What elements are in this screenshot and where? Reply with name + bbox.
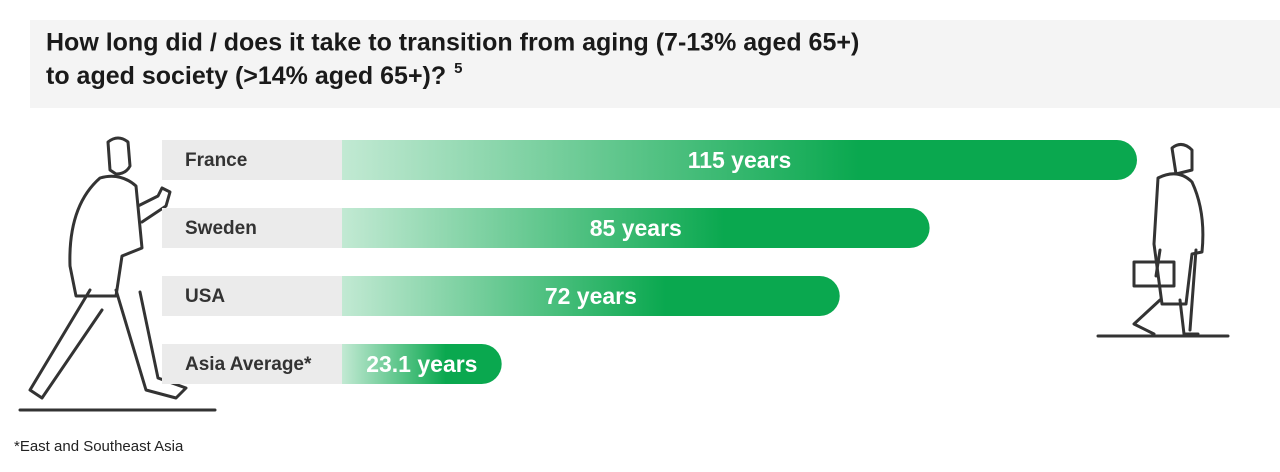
category-label: Sweden	[185, 218, 257, 239]
bar	[342, 344, 502, 384]
walking-figure	[18, 136, 217, 412]
value-label: 23.1 years	[366, 351, 477, 377]
label-background	[162, 208, 342, 248]
value-label: 72 years	[545, 283, 637, 309]
label-background	[162, 344, 342, 384]
title-background	[30, 20, 1280, 108]
bar	[342, 208, 930, 248]
label-background	[162, 140, 342, 180]
chart-title-line: to aged society (>14% aged 65+)? 5	[46, 60, 463, 90]
bar	[342, 276, 840, 316]
category-label: Asia Average*	[185, 354, 312, 375]
elderly-figure	[1096, 143, 1230, 338]
title-note: 5	[454, 60, 462, 77]
category-label: USA	[185, 286, 225, 307]
chart-title: How long did / does it take to transitio…	[46, 29, 859, 57]
footnote: *East and Southeast Asia	[14, 438, 184, 455]
title-line2: to aged society (>14% aged 65+)?	[46, 62, 446, 90]
label-background	[162, 276, 342, 316]
bar	[342, 140, 1137, 180]
value-label: 115 years	[688, 147, 792, 173]
category-label: France	[185, 150, 247, 171]
value-label: 85 years	[590, 215, 682, 241]
